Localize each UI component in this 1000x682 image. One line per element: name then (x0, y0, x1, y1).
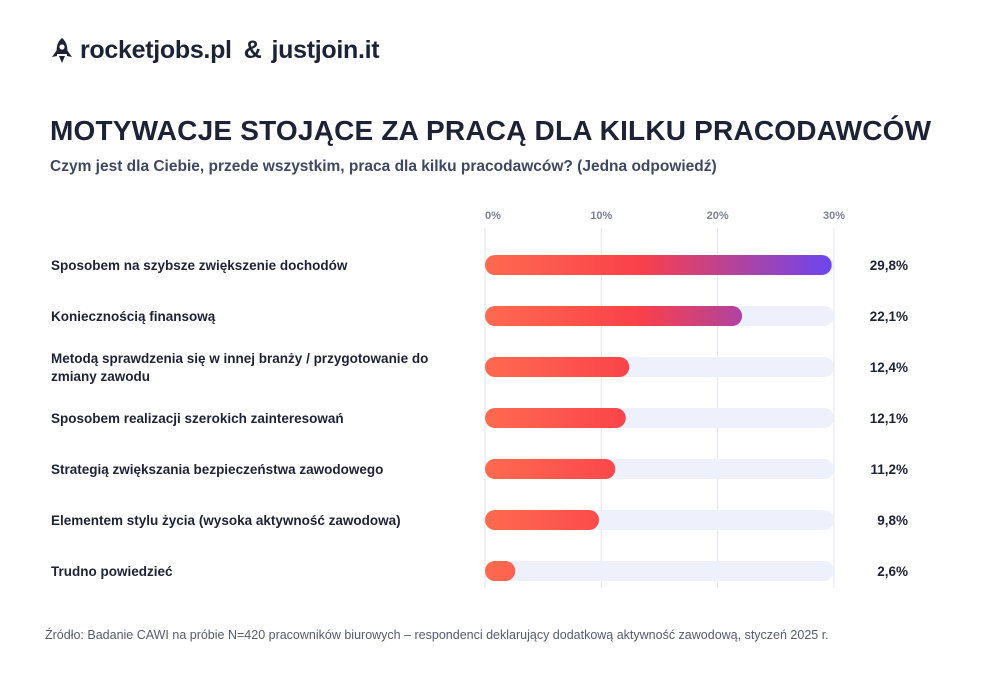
x-tick-label: 20% (707, 210, 729, 222)
x-tick-label: 10% (590, 210, 612, 222)
logo-row: rocketjobs.pl & justjoin.it (50, 36, 380, 65)
category-label: Strategią zwiększania bezpieczeństwa zaw… (51, 462, 383, 477)
bar-track (485, 561, 834, 581)
category-label: Koniecznością finansową (51, 309, 216, 324)
value-label: 11,2% (870, 462, 908, 477)
brand-rocketjobs: rocketjobs.pl (80, 36, 232, 64)
x-tick-label: 0% (485, 210, 501, 222)
value-label: 29,8% (870, 258, 908, 273)
category-label: Metodą sprawdzenia się w innej branży / … (51, 351, 428, 366)
value-label: 12,4% (870, 360, 908, 375)
bar (485, 306, 743, 326)
bar (485, 408, 626, 428)
bar (485, 459, 616, 479)
bar (485, 357, 630, 377)
brand-justjoin: justjoin.it (271, 36, 380, 64)
category-label: Sposobem realizacji szerokich zaintereso… (51, 411, 344, 426)
page-subtitle: Czym jest dla Ciebie, przede wszystkim, … (50, 158, 717, 175)
value-label: 9,8% (877, 513, 908, 528)
x-tick-label: 30% (823, 210, 845, 222)
brand-ampersand: & (243, 36, 262, 64)
value-label: 12,1% (870, 411, 908, 426)
category-label: zmiany zawodu (51, 369, 150, 384)
category-label: Trudno powiedzieć (51, 564, 173, 579)
rocket-icon (52, 37, 72, 63)
bar (485, 255, 832, 275)
page-title: MOTYWACJE STOJĄCE ZA PRACĄ DLA KILKU PRA… (50, 115, 932, 146)
bar (485, 561, 516, 581)
category-label: Elementem stylu życia (wysoka aktywność … (51, 513, 401, 528)
category-label: Sposobem na szybsze zwiększenie dochodów (51, 258, 348, 273)
source-note: Źródło: Badanie CAWI na próbie N=420 pra… (45, 628, 829, 642)
value-label: 22,1% (870, 309, 908, 324)
bar (485, 510, 600, 530)
value-label: 2,6% (877, 564, 908, 579)
